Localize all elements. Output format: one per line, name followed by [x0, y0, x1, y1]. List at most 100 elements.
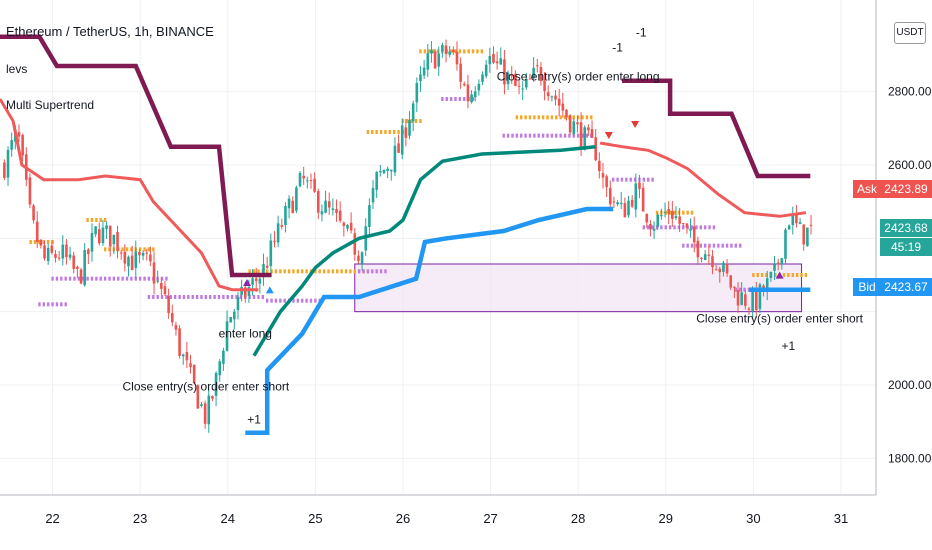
candle-body	[641, 187, 645, 212]
pivot-dot	[125, 247, 129, 252]
indicator-supertrend-label[interactable]: Multi Supertrend	[6, 98, 95, 112]
pivot-dot	[296, 298, 300, 303]
pivot-dot	[419, 49, 422, 54]
candle-body	[619, 202, 623, 204]
candle-body	[550, 96, 554, 98]
candle-body	[689, 228, 692, 231]
pivot-dot	[397, 130, 400, 134]
candle-body	[331, 208, 335, 210]
pivot-dot	[64, 302, 67, 307]
pivot-dot	[340, 269, 343, 274]
price-axis[interactable]: 1800.00 2000.00 2600.00 2800.00	[888, 85, 932, 466]
candle-body	[170, 312, 174, 323]
candle-body	[379, 171, 382, 173]
pivot-dot	[292, 298, 295, 303]
pivot-dot	[712, 225, 716, 230]
pivot-dot	[191, 295, 194, 299]
pivot-dot	[572, 115, 575, 120]
candle-body	[492, 53, 495, 63]
pivot-dot	[563, 133, 567, 138]
pivot-dot	[248, 295, 251, 299]
candle-body	[495, 61, 499, 64]
pivot-dot	[279, 269, 282, 274]
pivot-dot	[581, 115, 584, 120]
pivot-dot	[660, 225, 663, 230]
pivot-dot	[165, 276, 168, 281]
pivot-dot	[576, 133, 580, 138]
time-axis[interactable]: 22 23 24 25 26 27 28 29 30 31	[45, 511, 848, 526]
x-tick-label: 31	[834, 511, 848, 526]
pivot-dot	[791, 273, 794, 277]
pivot-dot	[734, 243, 738, 248]
candle-body	[280, 225, 284, 227]
candle-body	[572, 121, 576, 134]
pivot-dot	[436, 49, 440, 54]
candle-body	[503, 59, 506, 85]
pivot-dot	[533, 115, 536, 120]
pivot-dot	[204, 295, 208, 299]
pivot-dot	[252, 295, 256, 299]
pivot-dot	[38, 240, 41, 244]
pivot-dot	[673, 210, 676, 215]
candle-body	[452, 49, 455, 53]
candle-body	[630, 199, 634, 207]
candle-body	[798, 222, 802, 224]
pivot-dot	[647, 225, 650, 230]
supertrend-line	[622, 78, 811, 179]
candle-body	[579, 122, 583, 148]
pivot-dot	[147, 276, 151, 281]
pivot-dot	[449, 97, 453, 101]
pivot-dot	[642, 177, 646, 182]
candle-body	[671, 211, 674, 220]
candle-body	[703, 254, 707, 260]
pivot-dot	[406, 119, 409, 123]
symbol-title[interactable]: Ethereum / TetherUS, 1h, BINANCE	[6, 24, 214, 39]
pivot-dot	[520, 133, 523, 138]
pivot-dot	[103, 218, 107, 222]
pivot-dot	[765, 273, 768, 277]
candle-body	[196, 385, 200, 409]
pivot-dot	[752, 273, 755, 277]
pivot-dot	[130, 247, 133, 252]
candle-body	[525, 78, 528, 88]
candle-body	[685, 223, 689, 228]
pivot-dot	[46, 302, 50, 307]
candle-body	[123, 251, 127, 264]
candle-body	[776, 262, 780, 265]
candle-body	[3, 162, 6, 178]
candle-body	[510, 74, 514, 77]
pivot-dot	[432, 49, 435, 54]
pivot-dot	[572, 133, 575, 138]
candle-body	[338, 210, 342, 221]
candle-body	[72, 255, 76, 269]
chart-annotation: enter long	[219, 326, 272, 340]
y-tick-label: 2000.00	[888, 378, 932, 392]
indicator-levs-label[interactable]: levs	[6, 62, 28, 76]
candle-body	[134, 251, 138, 268]
candle-body	[291, 200, 295, 214]
pivot-dot	[458, 49, 462, 54]
pivot-dot	[537, 115, 540, 120]
pivot-dot	[682, 225, 685, 230]
pivot-dot	[647, 177, 650, 182]
candle-body	[696, 240, 700, 258]
currency-button[interactable]: USDT	[894, 22, 926, 44]
candle-body	[733, 286, 736, 288]
candle-body	[444, 45, 448, 55]
pivot-dot	[29, 240, 32, 244]
candle-body	[68, 254, 72, 258]
pivot-dot	[708, 243, 711, 248]
pivot-dot	[152, 295, 155, 299]
pivot-dot	[90, 276, 94, 281]
pivot-dot	[309, 298, 313, 303]
candle-body	[441, 44, 444, 52]
candle-body	[127, 256, 130, 267]
pivot-dot	[800, 273, 803, 277]
pivot-dot	[169, 295, 173, 299]
candle-body	[222, 350, 225, 364]
pivot-dot	[103, 276, 107, 281]
candle-body	[484, 64, 488, 77]
candle-body	[57, 257, 61, 259]
pivot-dot	[152, 247, 155, 252]
